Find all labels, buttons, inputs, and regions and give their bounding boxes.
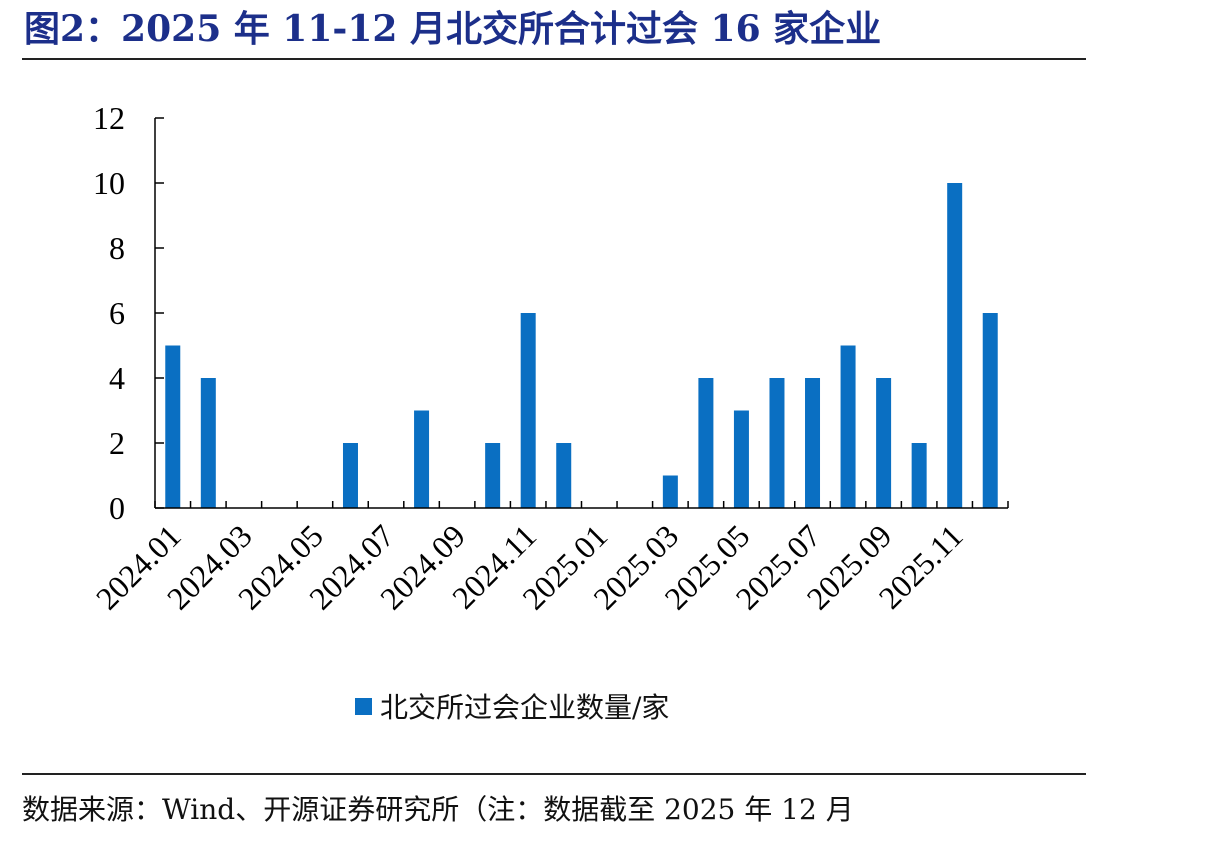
bottom-rule <box>22 773 1086 775</box>
bar <box>733 410 749 508</box>
bar <box>414 410 430 508</box>
legend-swatch <box>355 697 372 715</box>
y-tick-label: 8 <box>109 230 125 266</box>
bar <box>485 443 501 508</box>
bar <box>947 183 963 508</box>
y-tick-label: 6 <box>109 295 125 331</box>
bar <box>556 443 572 508</box>
figure-title: 图2：2025 年 11-12 月北交所合计过会 16 家企业 <box>24 8 882 50</box>
bar <box>911 443 927 508</box>
bar <box>805 378 821 508</box>
top-rule <box>22 58 1086 60</box>
source-note: 数据来源：Wind、开源证券研究所（注：数据截至 2025 年 12 月 <box>22 793 854 826</box>
bar <box>698 378 714 508</box>
bar <box>200 378 216 508</box>
bar <box>876 378 892 508</box>
y-tick-label: 2 <box>109 425 125 461</box>
legend-label: 北交所过会企业数量/家 <box>380 691 670 724</box>
y-tick-label: 0 <box>109 490 125 526</box>
y-tick-label: 4 <box>109 360 125 396</box>
bar <box>662 475 678 508</box>
bar <box>982 313 998 508</box>
bar <box>840 345 856 508</box>
bar <box>342 443 358 508</box>
y-tick-label: 12 <box>93 100 125 136</box>
y-tick-label: 10 <box>93 165 125 201</box>
bar <box>520 313 536 508</box>
legend: 北交所过会企业数量/家 <box>355 686 669 726</box>
bar <box>769 378 785 508</box>
bar <box>165 345 181 508</box>
